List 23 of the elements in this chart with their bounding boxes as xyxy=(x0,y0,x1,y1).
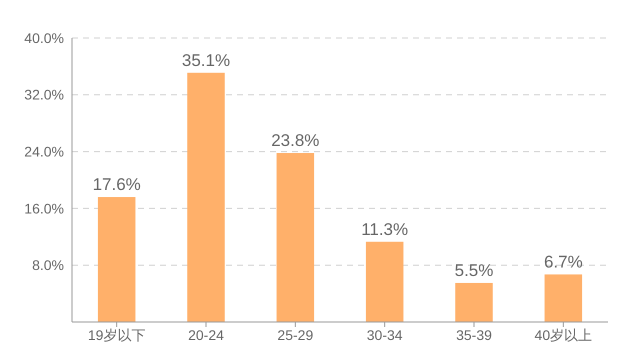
y-tick-label: 24.0% xyxy=(24,144,64,160)
bar xyxy=(276,153,314,322)
x-tick-label: 35-39 xyxy=(456,327,492,343)
data-label: 23.8% xyxy=(271,131,320,150)
bar xyxy=(455,282,493,322)
data-label: 6.7% xyxy=(544,252,583,272)
data-label: 11.3% xyxy=(361,220,408,239)
bar xyxy=(187,72,225,322)
y-tick-label: 16.0% xyxy=(24,200,64,216)
x-tick-label: 30-34 xyxy=(366,327,403,343)
data-label: 5.5% xyxy=(454,260,494,280)
data-label: 35.1% xyxy=(182,50,230,70)
x-tick-label: 25-29 xyxy=(277,327,314,343)
bar xyxy=(366,242,404,322)
y-tick-label: 8.0% xyxy=(32,257,64,274)
x-tick-label: 19岁以下 xyxy=(88,327,146,343)
y-tick-label: 40.0% xyxy=(24,30,64,46)
x-tick-label: 40岁以上 xyxy=(534,327,592,343)
data-label: 17.6% xyxy=(92,175,141,194)
y-tick-label: 32.0% xyxy=(24,86,64,103)
bar xyxy=(544,274,582,322)
bar xyxy=(98,197,136,322)
x-tick-label: 20-24 xyxy=(188,327,224,343)
